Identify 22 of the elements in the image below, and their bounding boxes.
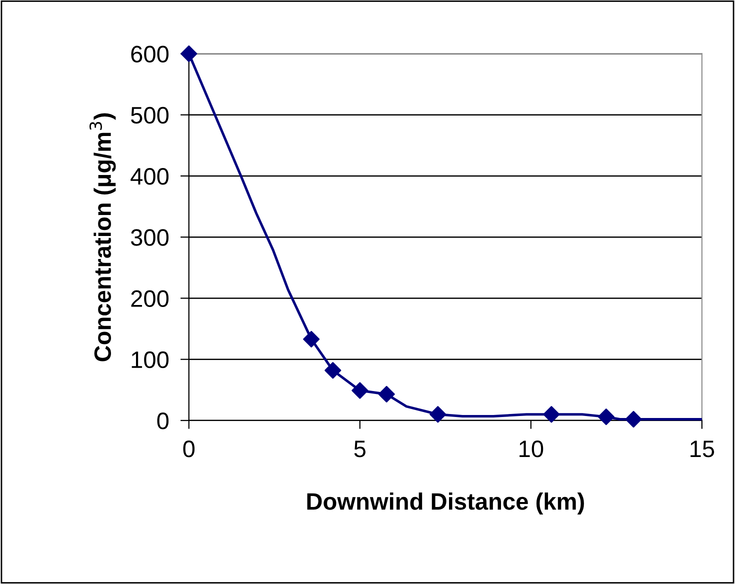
x-tick-label: 15 — [690, 440, 714, 458]
point — [543, 406, 560, 423]
x-tick-label: 10 — [520, 440, 544, 458]
y-tick-label: 400 — [130, 168, 169, 185]
y-tick-label: 600 — [131, 46, 169, 63]
point — [378, 386, 395, 402]
y-axis-title: Concentration (μg/m$^{3}$) — [89, 113, 116, 362]
x-tick-label: 0 — [183, 440, 195, 458]
y-tick-label: 100 — [132, 351, 169, 368]
x-axis-title: Downwind Distance (km) — [307, 492, 584, 514]
y-tick-label: 500 — [131, 106, 169, 124]
y-tick-label: 200 — [131, 290, 169, 308]
y-tick-label: 300 — [130, 229, 169, 246]
point — [598, 408, 614, 426]
point — [180, 45, 198, 62]
point — [625, 410, 642, 428]
point — [352, 382, 368, 399]
point — [324, 362, 342, 379]
y-tick-label: 0 — [157, 412, 169, 430]
point — [430, 406, 446, 423]
point — [303, 330, 320, 348]
x-tick-label: 5 — [354, 440, 366, 458]
